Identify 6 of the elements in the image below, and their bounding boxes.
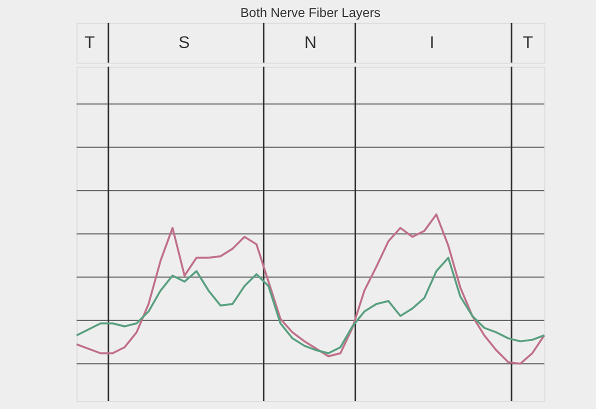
text: I (430, 32, 434, 52)
text: N (304, 32, 317, 52)
text: S (178, 32, 190, 52)
text: T (522, 32, 534, 52)
text: T (84, 32, 95, 52)
chart-title: Both Nerve Fiber Layers (240, 5, 380, 20)
